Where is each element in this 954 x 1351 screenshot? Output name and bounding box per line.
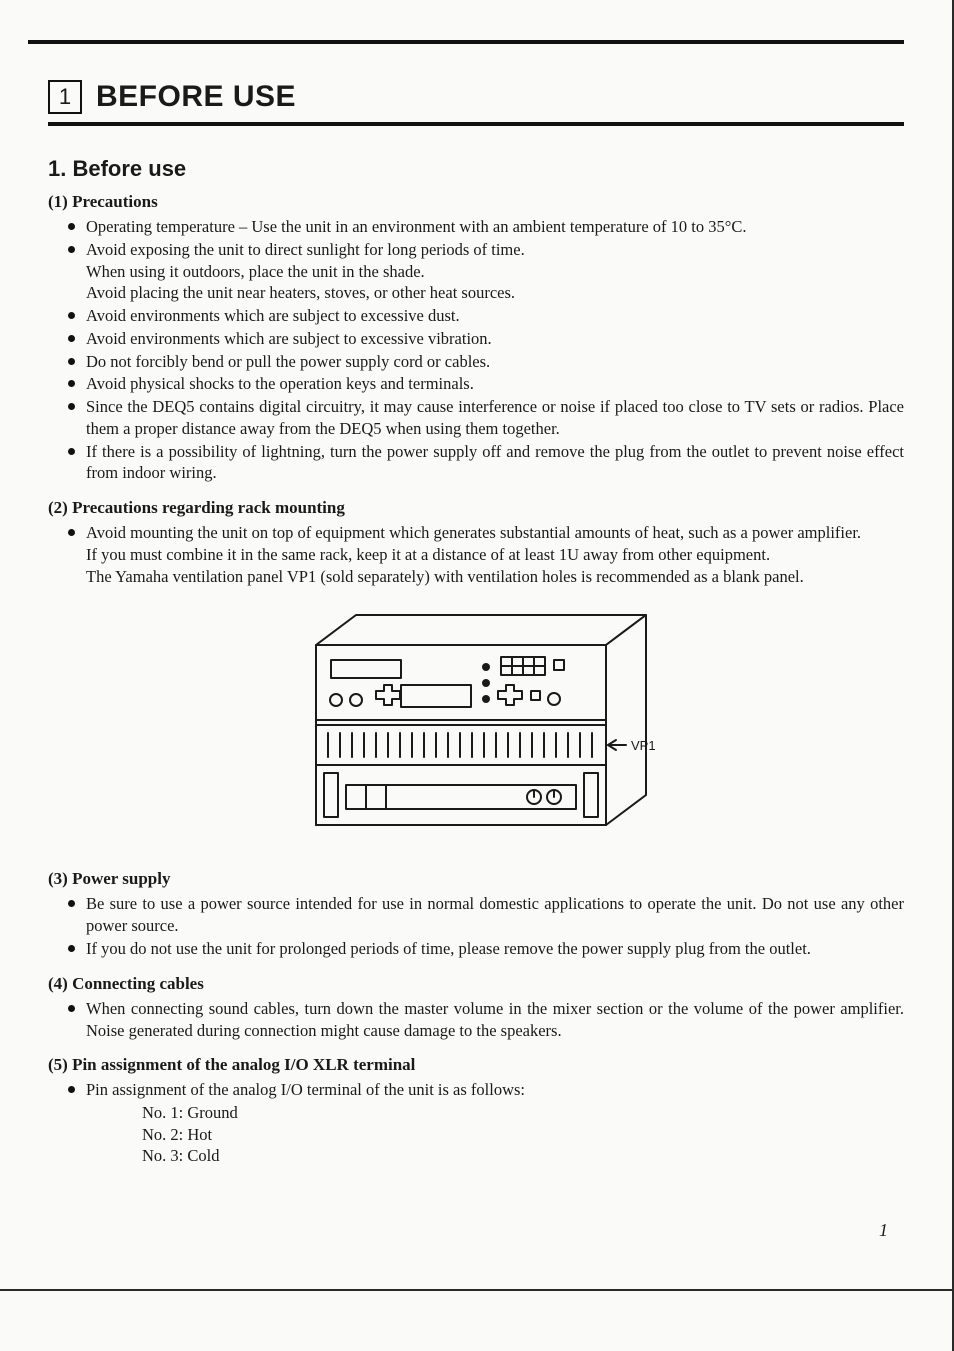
manual-page: 1 BEFORE USE 1. Before use (1) Precautio… bbox=[0, 0, 954, 1351]
li-text: Avoid exposing the unit to direct sunlig… bbox=[86, 240, 525, 259]
pin-assignments: No. 1: Ground No. 2: Hot No. 3: Cold bbox=[48, 1102, 904, 1166]
list-item: Avoid mounting the unit on top of equipm… bbox=[86, 522, 904, 587]
subsection-connecting-cables: (4) Connecting cables When connecting so… bbox=[48, 974, 904, 1042]
li-text: Avoid environments which are subject to … bbox=[86, 306, 460, 325]
list-item: Pin assignment of the analog I/O termina… bbox=[86, 1079, 904, 1101]
sub-head: (3) Power supply bbox=[48, 869, 904, 889]
li-text: Do not forcibly bend or pull the power s… bbox=[86, 352, 490, 371]
pin-line: No. 2: Hot bbox=[142, 1124, 904, 1145]
sub-head: (2) Precautions regarding rack mounting bbox=[48, 498, 904, 518]
bullet-list: Pin assignment of the analog I/O termina… bbox=[48, 1079, 904, 1101]
subsection-precautions: (1) Precautions Operating temperature – … bbox=[48, 192, 904, 484]
chapter-rule bbox=[48, 122, 904, 126]
section-title: 1. Before use bbox=[48, 156, 904, 182]
chapter-number-box: 1 bbox=[48, 80, 82, 114]
li-text: Operating temperature – Use the unit in … bbox=[86, 217, 746, 236]
sub-head: (5) Pin assignment of the analog I/O XLR… bbox=[48, 1055, 904, 1075]
li-cont: When using it outdoors, place the unit i… bbox=[86, 261, 904, 283]
list-item: Avoid exposing the unit to direct sunlig… bbox=[86, 239, 904, 304]
subsection-pin-assignment: (5) Pin assignment of the analog I/O XLR… bbox=[48, 1055, 904, 1166]
rack-svg: VP1 bbox=[276, 605, 676, 845]
list-item: Since the DEQ5 contains digital circuitr… bbox=[86, 396, 904, 440]
pin-line: No. 1: Ground bbox=[142, 1102, 904, 1123]
list-item: If there is a possibility of lightning, … bbox=[86, 441, 904, 485]
list-item: Avoid environments which are subject to … bbox=[86, 328, 904, 350]
bullet-list: Avoid mounting the unit on top of equipm… bbox=[48, 522, 904, 587]
list-item: Avoid environments which are subject to … bbox=[86, 305, 904, 327]
li-text: Be sure to use a power source intended f… bbox=[86, 894, 904, 935]
li-text: Pin assignment of the analog I/O termina… bbox=[86, 1080, 525, 1099]
li-text: Avoid environments which are subject to … bbox=[86, 329, 492, 348]
li-cont: The Yamaha ventilation panel VP1 (sold s… bbox=[86, 566, 904, 588]
page-number: 1 bbox=[879, 1220, 888, 1241]
li-text: When connecting sound cables, turn down … bbox=[86, 999, 904, 1040]
bottom-rule bbox=[0, 1289, 952, 1291]
sub-head: (1) Precautions bbox=[48, 192, 904, 212]
chapter-title: BEFORE USE bbox=[96, 80, 296, 114]
li-text: Avoid mounting the unit on top of equipm… bbox=[86, 523, 861, 542]
chapter-number: 1 bbox=[59, 84, 71, 110]
list-item: When connecting sound cables, turn down … bbox=[86, 998, 904, 1042]
figure-rack-diagram: VP1 bbox=[48, 605, 904, 845]
list-item: Do not forcibly bend or pull the power s… bbox=[86, 351, 904, 373]
chapter-header: 1 BEFORE USE bbox=[48, 80, 904, 114]
vp1-label: VP1 bbox=[631, 738, 656, 753]
list-item: Avoid physical shocks to the operation k… bbox=[86, 373, 904, 395]
subsection-power-supply: (3) Power supply Be sure to use a power … bbox=[48, 869, 904, 959]
list-item: Be sure to use a power source intended f… bbox=[86, 893, 904, 937]
li-text: If there is a possibility of lightning, … bbox=[86, 442, 904, 483]
bullet-list: Be sure to use a power source intended f… bbox=[48, 893, 904, 959]
li-text: Avoid physical shocks to the operation k… bbox=[86, 374, 474, 393]
sub-head: (4) Connecting cables bbox=[48, 974, 904, 994]
li-cont: Avoid placing the unit near heaters, sto… bbox=[86, 282, 904, 304]
li-text: Since the DEQ5 contains digital circuitr… bbox=[86, 397, 904, 438]
bullet-list: When connecting sound cables, turn down … bbox=[48, 998, 904, 1042]
li-cont: If you must combine it in the same rack,… bbox=[86, 544, 904, 566]
pin-line: No. 3: Cold bbox=[142, 1145, 904, 1166]
list-item: If you do not use the unit for prolonged… bbox=[86, 938, 904, 960]
subsection-rack-mounting: (2) Precautions regarding rack mounting … bbox=[48, 498, 904, 587]
li-text: If you do not use the unit for prolonged… bbox=[86, 939, 811, 958]
top-rule bbox=[28, 40, 904, 44]
bullet-list: Operating temperature – Use the unit in … bbox=[48, 216, 904, 484]
list-item: Operating temperature – Use the unit in … bbox=[86, 216, 904, 238]
